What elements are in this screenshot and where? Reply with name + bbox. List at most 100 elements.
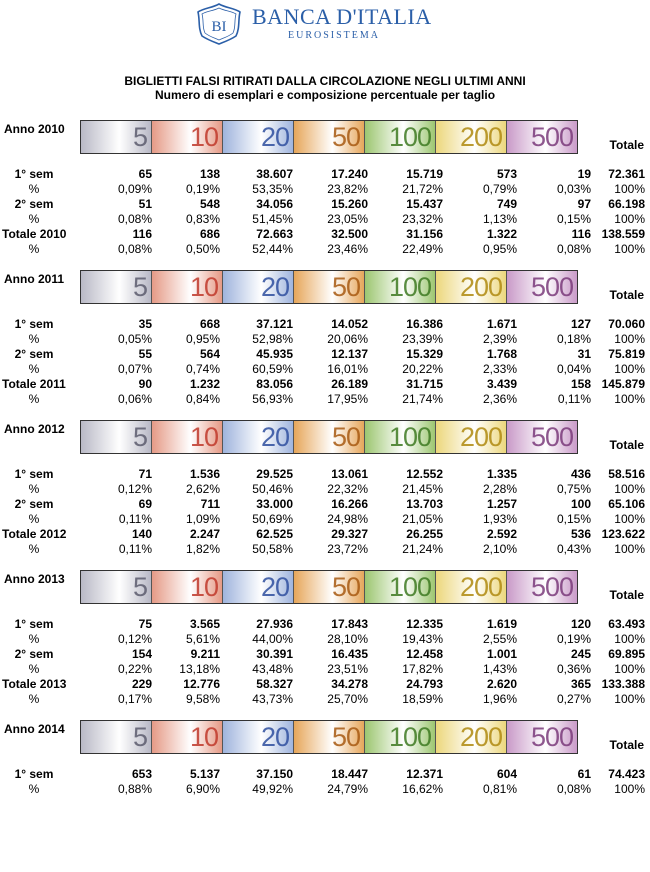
value-cell: 0,36%: [556, 662, 591, 676]
banknote-denomination: 100: [388, 122, 432, 152]
total-column-header: Totale: [609, 138, 644, 152]
value-cell: 32.500: [331, 227, 368, 241]
value-cell: 23,32%: [402, 212, 443, 226]
value-cell: 536: [570, 527, 591, 541]
bank-logo: BI BANCA D'ITALIA EUROSISTEMA: [196, 2, 436, 46]
total-cell: 100%: [614, 782, 645, 796]
value-cell: 1.257: [486, 497, 517, 511]
value-cell: 120: [570, 617, 591, 631]
value-cell: 653: [131, 767, 152, 781]
value-cell: 1.768: [486, 347, 517, 361]
value-cell: 0,11%: [118, 542, 152, 556]
value-cell: 2.247: [189, 527, 220, 541]
total-cell: 133.388: [601, 677, 645, 691]
table-row: 1° sem 71 1.536 29.525 13.061 12.552 1.335 436 5…: [0, 467, 650, 482]
value-cell: 16.435: [331, 647, 368, 661]
value-cell: 15.719: [406, 167, 443, 181]
value-cell: 0,08%: [117, 242, 152, 256]
value-cell: 33.000: [256, 497, 293, 511]
value-cell: 1.001: [486, 647, 517, 661]
row-label: %: [28, 512, 40, 526]
total-cell: 72.361: [608, 167, 645, 181]
value-cell: 0,07%: [117, 362, 152, 376]
value-cell: 12.552: [406, 467, 443, 481]
banknote-50-image: 50: [294, 271, 365, 303]
value-cell: 3.439: [486, 377, 517, 391]
total-cell: 123.622: [601, 527, 645, 541]
banknote-denomination: 50: [331, 722, 361, 752]
value-cell: 20,06%: [327, 332, 368, 346]
value-cell: 16.386: [406, 317, 443, 331]
value-cell: 23,46%: [327, 242, 368, 256]
total-column-header: Totale: [609, 438, 644, 452]
banknote-20-image: 20: [223, 121, 294, 153]
banknote-denomination: 100: [388, 272, 432, 302]
value-cell: 71: [138, 467, 152, 481]
value-cell: 0,83%: [185, 212, 220, 226]
value-cell: 30.391: [256, 647, 293, 661]
row-label: 2° sem: [14, 647, 54, 661]
value-cell: 229: [131, 677, 152, 691]
value-cell: 65: [138, 167, 152, 181]
value-cell: 0,95%: [482, 242, 517, 256]
banknote-denomination: 50: [331, 122, 361, 152]
title-line-2: Numero di esemplari e composizione perce…: [154, 88, 496, 102]
row-label: %: [28, 242, 40, 256]
value-cell: 12.776: [183, 677, 220, 691]
value-cell: 72.663: [256, 227, 293, 241]
banknote-50-image: 50: [294, 421, 365, 453]
table-row: % 0,08% 0,83% 51,45% 23,05% 23,32% 1,13% 0,15% 1…: [0, 212, 650, 227]
value-cell: 0,12%: [117, 632, 152, 646]
banknote-strip: 5 10 20 50 100 200 500: [80, 570, 578, 604]
row-label: 2° sem: [14, 497, 54, 511]
table-row: 2° sem 154 9.211 30.391 16.435 12.458 1.001 245…: [0, 647, 650, 662]
table-row: 1° sem 653 5.137 37.150 18.447 12.371 604 61 74.…: [0, 767, 650, 782]
value-cell: 62.525: [256, 527, 293, 541]
total-cell: 74.423: [608, 767, 645, 781]
banknote-10-image: 10: [152, 421, 223, 453]
total-cell: 100%: [614, 362, 645, 376]
banknote-denomination: 500: [530, 122, 574, 152]
value-cell: 100: [570, 497, 591, 511]
value-cell: 34.056: [256, 197, 293, 211]
total-cell: 138.559: [601, 227, 645, 241]
banknote-strip: 5 10 20 50 100 200 500: [80, 120, 578, 154]
value-cell: 21,24%: [402, 542, 443, 556]
banknote-200-image: 200: [436, 571, 507, 603]
value-cell: 0,09%: [117, 182, 152, 196]
value-cell: 21,05%: [402, 512, 443, 526]
bank-name: BANCA D'ITALIA: [252, 4, 432, 29]
value-cell: 43,48%: [252, 662, 293, 676]
page-title: BIGLIETTI FALSI RITIRATI DALLA CIRCOLAZI…: [0, 74, 650, 102]
banknote-50-image: 50: [294, 571, 365, 603]
value-cell: 28,10%: [327, 632, 368, 646]
value-cell: 49,92%: [252, 782, 293, 796]
banknote-denomination: 200: [459, 422, 503, 452]
value-cell: 37.150: [256, 767, 293, 781]
banknote-10-image: 10: [152, 721, 223, 753]
row-label: %: [28, 332, 40, 346]
value-cell: 43,73%: [252, 692, 293, 706]
value-cell: 15.437: [406, 197, 443, 211]
banknote-100-image: 100: [365, 571, 436, 603]
banknote-denomination: 200: [459, 722, 503, 752]
value-cell: 24,79%: [327, 782, 368, 796]
value-cell: 61: [577, 767, 591, 781]
value-cell: 2.592: [486, 527, 517, 541]
value-cell: 0,18%: [556, 332, 591, 346]
banknote-20-image: 20: [223, 571, 294, 603]
value-cell: 1,13%: [482, 212, 517, 226]
banknote-denomination: 100: [388, 572, 432, 602]
table-row: % 0,07% 0,74% 60,59% 16,01% 20,22% 2,33% 0,04% 1…: [0, 362, 650, 377]
value-cell: 35: [138, 317, 152, 331]
value-cell: 0,19%: [185, 182, 220, 196]
banknote-denomination: 50: [331, 422, 361, 452]
table-row: % 0,06% 0,84% 56,93% 17,95% 21,74% 2,36% 0,11% 1…: [0, 392, 650, 407]
row-label: Totale 2013: [2, 677, 67, 691]
banknote-denomination: 5: [132, 722, 148, 752]
total-cell: 100%: [614, 242, 645, 256]
banknote-10-image: 10: [152, 571, 223, 603]
table-row: % 0,17% 9,58% 43,73% 25,70% 18,59% 1,96% 0,27% 1…: [0, 692, 650, 707]
value-cell: 97: [577, 197, 591, 211]
banknote-denomination: 20: [260, 122, 290, 152]
